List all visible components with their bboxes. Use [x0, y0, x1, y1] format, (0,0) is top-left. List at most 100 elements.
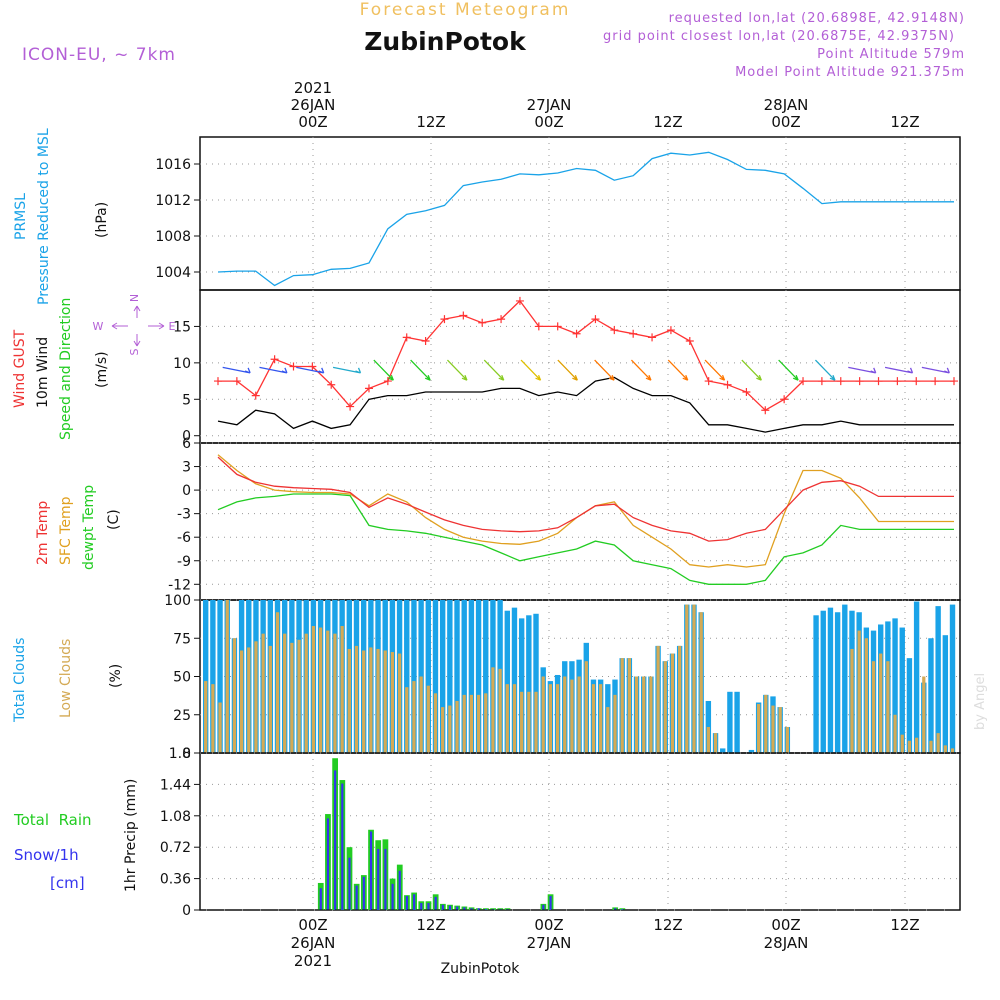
low-cloud-bar-79	[771, 705, 775, 753]
model-label: ICON-EU, ~ 7km	[22, 45, 176, 65]
temp-unit-label: (C)	[106, 509, 122, 530]
snow-bar-26	[391, 883, 394, 910]
gust-point-26	[704, 377, 713, 386]
low-cloud-bar-12	[290, 642, 294, 753]
low-cloud-bar-93	[871, 661, 876, 753]
gust-point-19	[572, 329, 581, 338]
low-cloud-bar-77	[757, 704, 761, 753]
gust-line	[218, 299, 954, 412]
top-year-label: 2021	[294, 79, 332, 97]
compass-e: E	[169, 320, 176, 333]
low-cloud-bar-26	[390, 652, 395, 753]
snow-bar-34	[448, 905, 452, 910]
top-date-27jan: 27JAN	[527, 96, 572, 114]
total-rain-label: Total Rain	[13, 811, 92, 829]
low-cloud-bar-59	[627, 658, 631, 753]
gust-point-34	[855, 377, 864, 386]
gust-point-21	[610, 326, 619, 335]
low-cloud-bar-47	[541, 676, 545, 753]
low-cloud-bar-43	[512, 684, 517, 753]
bottom-tick-12z-2: 12Z	[653, 916, 682, 934]
low-cloud-bar-22	[362, 650, 366, 753]
gust-point-28	[742, 388, 751, 396]
total-cloud-bar-38	[475, 600, 482, 753]
total-cloud-bar-31	[425, 600, 431, 753]
wind-ytick-label-2: 10	[173, 356, 191, 372]
total-cloud-bar-0	[203, 600, 209, 753]
precip-labels: Total Rain Snow/1h [cm] 1hr Precip (mm)	[13, 779, 139, 892]
model-altitude: Model Point Altitude 921.375m	[735, 65, 965, 80]
temperature-ytick-label-4: -6	[177, 530, 191, 546]
low-cloud-bar-5	[239, 650, 244, 753]
precip-ytick-label-0: 0	[182, 903, 191, 919]
wind-arrow-9	[557, 359, 578, 381]
wind-panel: 0 5 10 15	[173, 289, 961, 445]
wind-arrow-1	[259, 366, 288, 374]
low-cloud-bar-11	[283, 633, 287, 753]
total-cloud-bar-2	[217, 600, 223, 753]
total-cloud-bar-44	[518, 618, 525, 753]
gust-point-17	[534, 322, 543, 331]
total-cloud-bar-98	[906, 658, 913, 753]
low-cloud-bar-17	[326, 630, 330, 753]
low-cloud-bar-44	[520, 691, 524, 753]
snow-bar-38	[477, 908, 480, 910]
credit-watermark: by Angel	[973, 673, 988, 730]
total-cloud-bar-1	[210, 600, 216, 753]
wind-arrow-14	[741, 359, 762, 381]
low-cloud-bar-60	[634, 676, 639, 753]
snow-bar-58	[621, 909, 624, 910]
low-cloud-bar-98	[907, 740, 912, 753]
snow-bar-47	[542, 904, 545, 910]
gust-point-15	[497, 315, 506, 324]
wind-ytick-label-1: 5	[182, 392, 191, 408]
low-cloud-bar-33	[441, 707, 445, 753]
forecast-subtitle: Forecast Meteogram	[360, 0, 571, 20]
pressure-frame	[199, 136, 961, 291]
top-date-28jan: 28JAN	[764, 96, 809, 114]
top-tick-00z-3: 00Z	[771, 113, 800, 131]
bottom-tick-00z-3: 00Z	[771, 916, 800, 934]
total-cloud-bar-102	[935, 606, 941, 753]
low-cloud-bar-41	[498, 668, 502, 753]
bottom-date-27jan: 27JAN	[527, 934, 572, 952]
clouds-ytick-label-2: 50	[173, 670, 191, 686]
bottom-tick-12z-3: 12Z	[890, 916, 919, 934]
compass-w: W	[93, 320, 104, 333]
snow-bar-24	[377, 848, 380, 910]
gust-point-36	[893, 377, 902, 386]
temperature-ytick-label-1: 3	[182, 460, 191, 476]
low-cloud-bar-40	[491, 667, 495, 753]
low-cloud-bar-8	[261, 633, 265, 753]
temperature-panel: 6 3 0 -3 -6 -9 -12	[168, 436, 961, 601]
snow-bar-30	[420, 903, 423, 910]
low-cloud-bar-9	[268, 645, 272, 753]
compass-s: S	[128, 348, 141, 355]
snow-bar-48	[549, 896, 552, 910]
low-cloud-bar-63	[656, 645, 660, 753]
gust-point-32	[817, 377, 826, 386]
low-cloud-bar-6	[247, 647, 251, 753]
low-cloud-bar-69	[699, 612, 703, 753]
low-cloud-bar-101	[929, 740, 933, 753]
low-cloud-bar-94	[879, 653, 883, 753]
low-cloud-bar-19	[340, 626, 344, 753]
low-cloud-bar-56	[606, 707, 610, 753]
snow-bar-28	[405, 896, 409, 910]
station-title: ZubinPotok	[364, 27, 527, 56]
low-cloud-bar-0	[204, 681, 208, 753]
top-tick-00z-2: 00Z	[534, 113, 563, 131]
gust-point-10	[402, 333, 411, 342]
low-cloud-bar-92	[864, 638, 868, 753]
low-cloud-bar-18	[333, 633, 337, 753]
snow-bar-23	[369, 831, 373, 910]
gust-point-38	[931, 377, 940, 386]
precip-ytick-label-4: 1.44	[160, 777, 191, 793]
total-cloud-bar-85	[813, 615, 819, 753]
low-cloud-bar-67	[685, 604, 689, 753]
snow-bar-37	[470, 908, 473, 910]
wind-ytick-label-3: 15	[173, 319, 191, 335]
temperature-labels: 2m Temp SFC Temp dewpt Temp (C)	[35, 485, 122, 570]
clouds-ytick-label-4: 100	[164, 593, 191, 609]
